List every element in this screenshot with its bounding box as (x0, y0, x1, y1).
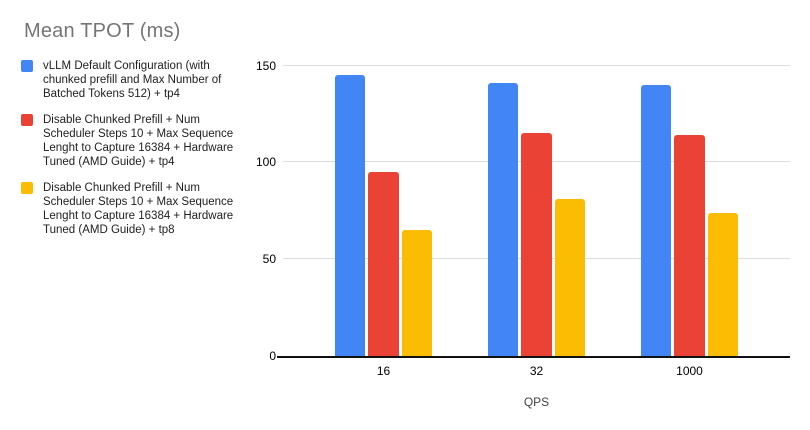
legend-swatch (21, 182, 33, 194)
y-axis-tick-label: 100 (255, 155, 276, 170)
bar (521, 133, 552, 356)
y-axis-tick-label: 50 (262, 252, 276, 267)
bar (707, 212, 738, 356)
bar-groups (283, 56, 790, 356)
y-axis-tick-label: 0 (269, 349, 276, 363)
x-axis-tick-labels: 16 32 1000 (283, 364, 790, 378)
x-axis-tick-label: 1000 (676, 364, 703, 378)
y-axis-tick-label: 150 (255, 58, 276, 73)
gridline (283, 64, 790, 66)
bar (554, 199, 585, 356)
x-axis-line (277, 356, 790, 358)
x-axis-title: QPS (523, 395, 550, 409)
bar-group (488, 83, 585, 356)
bar (335, 75, 366, 356)
bar (488, 83, 519, 356)
bar (674, 135, 705, 356)
bar (401, 230, 432, 356)
bar (641, 85, 672, 356)
bar (368, 172, 399, 356)
legend-item: Disable Chunked Prefill + Num Scheduler … (21, 113, 239, 169)
legend-item: Disable Chunked Prefill + Num Scheduler … (21, 181, 239, 237)
chart-title: Mean TPOT (ms) (24, 20, 181, 42)
bar-group (641, 85, 738, 356)
plot-area (277, 56, 790, 358)
legend-label: Disable Chunked Prefill + Num Scheduler … (43, 114, 234, 168)
legend-label: vLLM Default Configuration (with chunked… (43, 60, 222, 100)
legend-label: Disable Chunked Prefill + Num Scheduler … (43, 182, 234, 236)
legend-swatch (21, 60, 33, 72)
bar-group (335, 75, 432, 356)
x-axis-tick-label: 16 (376, 364, 391, 378)
legend-swatch (21, 114, 33, 126)
y-axis: 0 50 100 150 (230, 56, 276, 363)
legend: vLLM Default Configuration (with chunked… (21, 59, 239, 249)
legend-item: vLLM Default Configuration (with chunked… (21, 59, 239, 101)
x-axis-tick-label: 32 (529, 364, 544, 378)
